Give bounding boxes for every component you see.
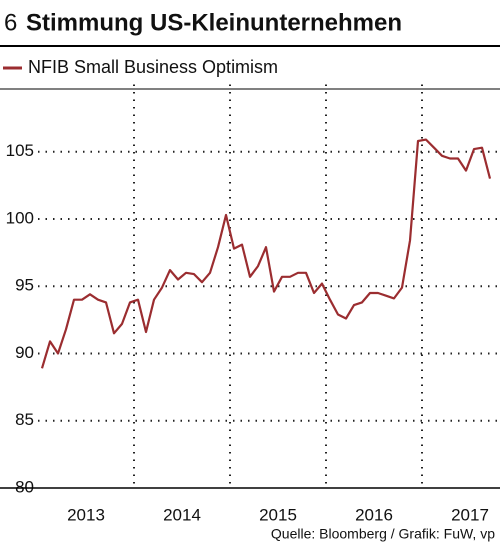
x-tick-label: 2014 bbox=[163, 505, 201, 524]
legend-label: NFIB Small Business Optimism bbox=[28, 57, 278, 77]
source-note: Quelle: Bloomberg / Grafik: FuW, vp bbox=[271, 526, 495, 542]
data-line bbox=[40, 138, 492, 369]
y-tick-label: 100 bbox=[6, 208, 34, 227]
y-tick-label: 95 bbox=[15, 276, 34, 295]
chart-title: Stimmung US-Kleinunternehmen bbox=[26, 9, 402, 36]
x-tick-label: 2013 bbox=[67, 505, 105, 524]
y-tick-label: 80 bbox=[15, 477, 34, 496]
y-tick-label: 90 bbox=[15, 343, 34, 362]
x-tick-label: 2015 bbox=[259, 505, 297, 524]
y-tick-label: 85 bbox=[15, 410, 34, 429]
x-tick-label: 2017 bbox=[451, 505, 489, 524]
chart-number: 6 bbox=[4, 9, 17, 36]
y-tick-label: 105 bbox=[6, 141, 34, 160]
x-tick-label: 2016 bbox=[355, 505, 393, 524]
